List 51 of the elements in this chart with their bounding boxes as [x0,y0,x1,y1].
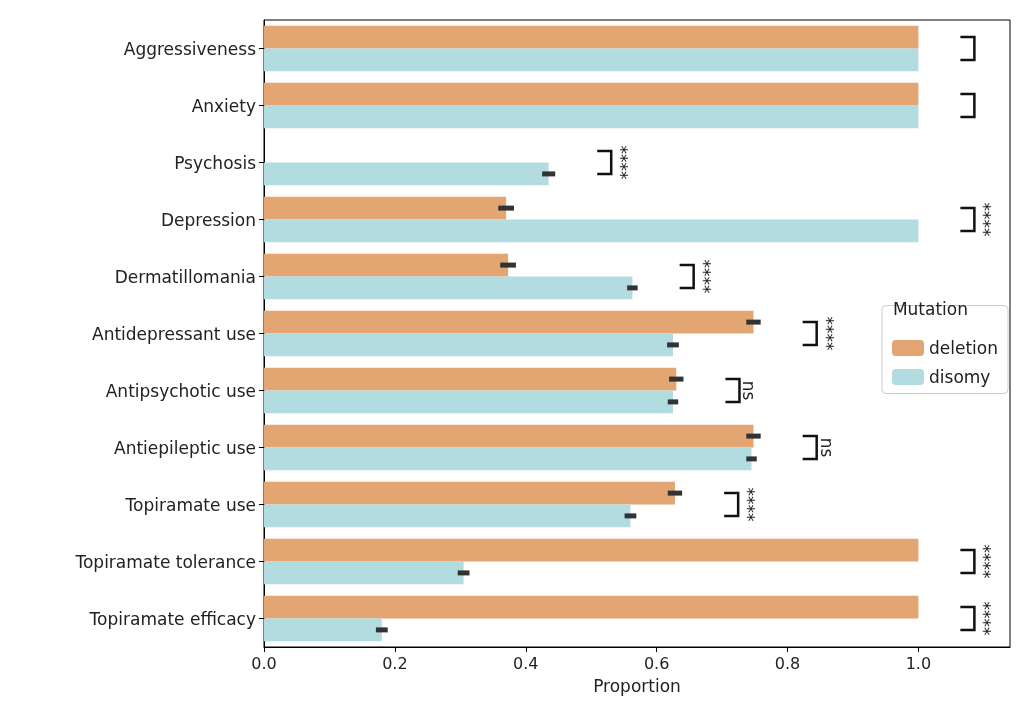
x-tick-label: 0.6 [643,653,670,673]
bar [264,48,919,72]
annotation: **** [974,544,995,579]
y-tick-label: Topiramate use [124,494,256,515]
bar [264,618,382,642]
y-tick-label: Topiramate tolerance [74,551,256,572]
bar [264,310,754,334]
y-tick-label: Depression [160,209,256,230]
bar [264,25,919,49]
bar [264,481,675,505]
x-tick-label: 0.2 [382,653,408,673]
legend-label: disomy [929,367,991,387]
y-tick-label: Antiepileptic use [114,437,256,458]
bar [264,82,919,106]
x-tick-label: 0.4 [513,653,539,673]
annotation: ns [816,437,837,458]
annotation: **** [974,601,995,636]
y-tick-label: Dermatillomania [114,266,256,287]
y-tick-label: Antidepressant use [92,323,256,344]
x-tick-label: 0.8 [774,653,801,673]
annotation: **** [816,316,837,351]
x-tick-label: 0.0 [251,653,277,673]
bar [264,424,754,448]
annotation: ns [739,380,760,401]
bar [264,219,919,243]
bar [264,538,919,562]
y-tick-label: Psychosis [174,152,257,173]
bar [264,595,919,619]
bar [264,196,507,220]
annotation: **** [693,259,714,294]
bar [264,333,673,357]
y-tick-label: Antipsychotic use [105,380,256,401]
legend-title: Mutation [892,298,968,319]
bar [264,504,631,528]
bar [264,162,549,186]
y-tick-label: Topiramate efficacy [88,608,256,629]
bar [264,447,752,471]
bar [264,367,677,391]
annotation: **** [611,145,632,180]
x-axis-title: Proportion [593,675,681,696]
bar [264,105,919,129]
y-tick-label: Aggressiveness [123,38,257,59]
bar [264,253,509,277]
y-tick-label: Anxiety [191,95,256,116]
bar [264,276,633,300]
x-tick-label: 1.0 [905,653,932,673]
legend-label: deletion [929,338,998,358]
annotation: **** [738,487,759,522]
annotation: **** [974,202,995,237]
bar [264,390,673,414]
bar [264,561,464,585]
